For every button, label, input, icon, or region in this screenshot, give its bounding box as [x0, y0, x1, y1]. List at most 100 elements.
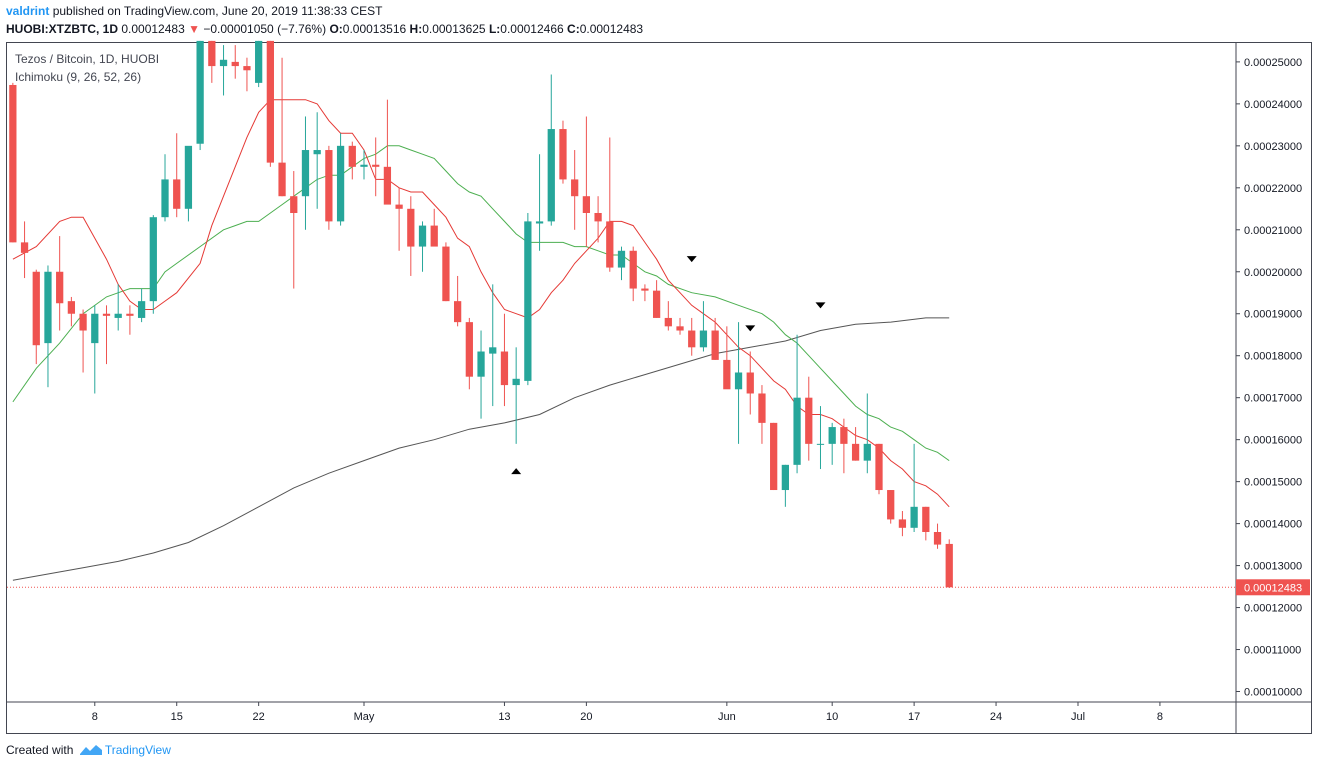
- price-tick-label: 0.00013000: [1244, 561, 1302, 573]
- candle: [571, 150, 579, 230]
- candle: [641, 284, 649, 302]
- candle: [664, 301, 672, 331]
- candle-body: [360, 164, 368, 167]
- candle-body: [301, 150, 310, 197]
- candle-body: [770, 422, 778, 491]
- indicator-legend[interactable]: Ichimoku (9, 26, 52, 26): [15, 70, 142, 84]
- candle-body: [348, 145, 356, 167]
- close-value: 0.00012483: [579, 22, 644, 36]
- symbol-name: HUOBI:XTZBTC, 1D: [6, 22, 118, 36]
- candle-body: [465, 322, 473, 377]
- candle: [266, 40, 274, 167]
- candle: [290, 171, 298, 289]
- open-value: 0.00013516: [342, 22, 407, 36]
- conversion-line: [12, 99, 950, 508]
- candle: [781, 464, 789, 507]
- candle: [524, 212, 532, 386]
- candle-body: [734, 372, 743, 390]
- candle-body: [196, 40, 204, 144]
- base-line: [12, 145, 950, 462]
- publisher-name[interactable]: valdrint: [6, 4, 50, 18]
- signal-markers: [511, 256, 826, 475]
- candle-body: [313, 150, 321, 155]
- high-label: H:: [409, 22, 423, 36]
- candle: [9, 82, 17, 243]
- time-tick-label: 13: [498, 711, 510, 723]
- candle: [114, 284, 122, 331]
- candle-body: [266, 40, 274, 163]
- candle: [629, 246, 637, 302]
- candle-body: [430, 225, 438, 247]
- candle-body: [500, 351, 509, 386]
- candle: [20, 221, 29, 279]
- candle: [383, 99, 392, 205]
- time-tick-label: 24: [990, 711, 1002, 723]
- candle-body: [231, 61, 239, 67]
- price-tick-label: 0.00024000: [1244, 99, 1302, 111]
- time-tick-label: May: [354, 711, 375, 723]
- arrow-down-marker-icon: [745, 325, 756, 332]
- candle: [149, 215, 157, 314]
- candle: [559, 120, 567, 184]
- candle-body: [851, 443, 860, 461]
- candle: [887, 490, 895, 524]
- candle: [489, 284, 497, 407]
- candle-body: [582, 196, 591, 213]
- candle-body: [688, 330, 696, 348]
- candle: [711, 317, 719, 360]
- candle-body: [325, 150, 333, 222]
- candle-body: [372, 164, 380, 167]
- candle-body: [208, 40, 216, 67]
- candle-body: [67, 301, 76, 314]
- candle-body: [512, 378, 520, 386]
- candle-body: [383, 166, 392, 205]
- candle-body: [910, 506, 918, 528]
- tradingview-brand[interactable]: TradingView: [104, 743, 171, 757]
- candle-body: [418, 225, 427, 247]
- time-tick-label: Jul: [1071, 711, 1085, 723]
- candle-body: [676, 326, 684, 331]
- candle: [79, 309, 87, 373]
- candle-body: [524, 221, 532, 381]
- candle-body: [652, 290, 661, 318]
- candle-body: [945, 543, 953, 588]
- chart-frame[interactable]: [6, 42, 1312, 734]
- candle: [56, 236, 64, 331]
- candle: [770, 422, 778, 491]
- price-tick-label: 0.00011000: [1244, 645, 1301, 657]
- candle-body: [243, 66, 251, 71]
- candle-body: [711, 330, 719, 360]
- arrow-up-marker-icon: [511, 468, 522, 475]
- candle-body: [793, 397, 801, 465]
- candle-body: [407, 208, 415, 247]
- candle-body: [91, 313, 99, 344]
- candle: [652, 280, 661, 318]
- price-tick-label: 0.00010000: [1244, 687, 1302, 699]
- candle: [945, 539, 953, 588]
- candle-body: [56, 271, 64, 304]
- candle: [32, 269, 40, 365]
- candle-body: [173, 179, 181, 209]
- candle: [910, 443, 918, 533]
- candle-body: [828, 427, 836, 444]
- candle-body: [535, 221, 544, 224]
- candle-body: [781, 464, 789, 491]
- candle: [500, 313, 509, 407]
- price-tick-label: 0.00015000: [1244, 477, 1302, 489]
- candle: [805, 376, 813, 461]
- candle: [594, 196, 602, 243]
- candle-body: [758, 393, 766, 423]
- time-tick-label: 8: [92, 711, 98, 723]
- candle-body: [161, 179, 169, 218]
- candle: [863, 393, 871, 474]
- candle: [465, 317, 473, 390]
- candle: [840, 418, 848, 474]
- price-tick-label: 0.00012000: [1244, 603, 1302, 615]
- candle-body: [641, 288, 649, 291]
- low-label: L:: [488, 22, 501, 36]
- candle: [231, 45, 239, 79]
- candle: [535, 154, 544, 251]
- last-price-label-bg: [1236, 579, 1310, 596]
- time-tick-label: 10: [826, 711, 838, 723]
